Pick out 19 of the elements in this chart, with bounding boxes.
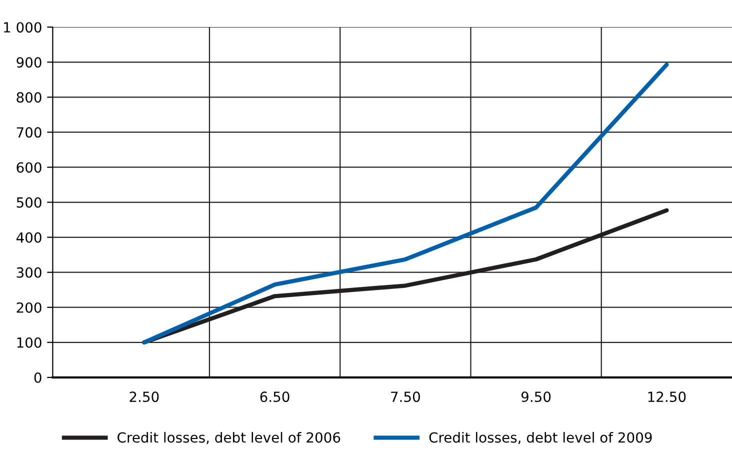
x-tick-label: 7.50	[391, 392, 420, 402]
y-tick-label: 300	[16, 267, 42, 278]
y-tick-label: 900	[16, 57, 42, 68]
x-tick-label: 2.50	[130, 392, 159, 402]
x-tick-label: 6.50	[260, 392, 290, 402]
y-tick-label: 700	[16, 127, 42, 138]
x-tick-label: 12.50	[648, 392, 686, 402]
y-tick-label: 0	[34, 372, 42, 383]
y-tick-label: 500	[16, 197, 42, 208]
y-tick-label: 1 000	[4, 22, 42, 33]
line-series	[142, 62, 669, 344]
y-tick-label: 800	[16, 92, 42, 103]
y-tick-label: 400	[16, 232, 42, 243]
legend-label: Credit losses, debt level of 2009	[429, 432, 652, 444]
x-tick-label: 9.50	[521, 392, 551, 402]
y-tick-label: 100	[17, 337, 42, 348]
y-tick-label: 200	[16, 302, 42, 313]
legend-label: Credit losses, debt level of 2006	[118, 432, 340, 444]
y-tick-label: 600	[16, 162, 42, 173]
